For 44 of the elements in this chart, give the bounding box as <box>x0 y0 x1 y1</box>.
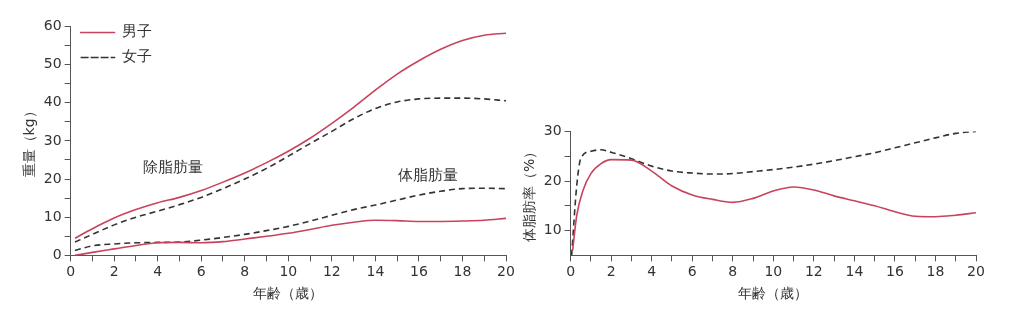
x-tick-label: 4 <box>647 263 657 280</box>
x-tick-label: 0 <box>566 263 576 280</box>
x-axis-title: 年齢（歳） <box>253 285 324 302</box>
x-tick-label: 10 <box>279 263 298 280</box>
y-tick-label: 20 <box>43 169 62 186</box>
legend-label: 男子 <box>122 22 153 41</box>
x-tick-label: 16 <box>410 263 428 280</box>
legend-label: 女子 <box>122 47 153 66</box>
x-tick-label: 14 <box>366 263 385 280</box>
line-series <box>74 217 506 256</box>
x-tick-label: 18 <box>926 263 945 280</box>
x-tick-label: 8 <box>240 263 250 280</box>
y-tick-label: 30 <box>43 131 62 148</box>
line-series <box>74 187 506 252</box>
x-tick-label: 12 <box>322 263 341 280</box>
x-tick-label: 14 <box>845 263 864 280</box>
x-tick-label: 6 <box>687 263 697 280</box>
y-tick-label: 0 <box>52 246 62 263</box>
line-series <box>74 97 506 243</box>
y-tick-label: 60 <box>43 17 62 34</box>
line-series <box>571 158 976 252</box>
x-tick-label: 20 <box>967 263 985 280</box>
y-tick-label: 40 <box>43 93 62 110</box>
y-tick-label: 30 <box>543 122 562 139</box>
x-tick-label: 2 <box>606 263 616 280</box>
y-tick-label: 20 <box>543 171 562 188</box>
x-tick-label: 0 <box>66 263 76 280</box>
y-tick-label: 10 <box>543 221 562 238</box>
annotation: 体脂肪量 <box>397 166 458 185</box>
x-tick-label: 2 <box>109 263 119 280</box>
x-tick-label: 4 <box>153 263 163 280</box>
y-tick-label: 50 <box>43 55 62 72</box>
x-tick-label: 8 <box>728 263 738 280</box>
x-tick-label: 6 <box>196 263 206 280</box>
y-tick-label: 10 <box>43 207 62 224</box>
x-tick-label: 20 <box>497 263 515 280</box>
y-axis-title: 重量（kg） <box>21 104 38 178</box>
x-tick-label: 12 <box>804 263 823 280</box>
x-tick-label: 10 <box>764 263 783 280</box>
x-tick-label: 18 <box>453 263 472 280</box>
x-axis-title: 年齢（歳） <box>738 285 809 302</box>
annotation: 除脂肪量 <box>142 158 203 177</box>
y-axis-title: 体脂肪率（%） <box>521 144 538 243</box>
x-tick-label: 16 <box>886 263 904 280</box>
